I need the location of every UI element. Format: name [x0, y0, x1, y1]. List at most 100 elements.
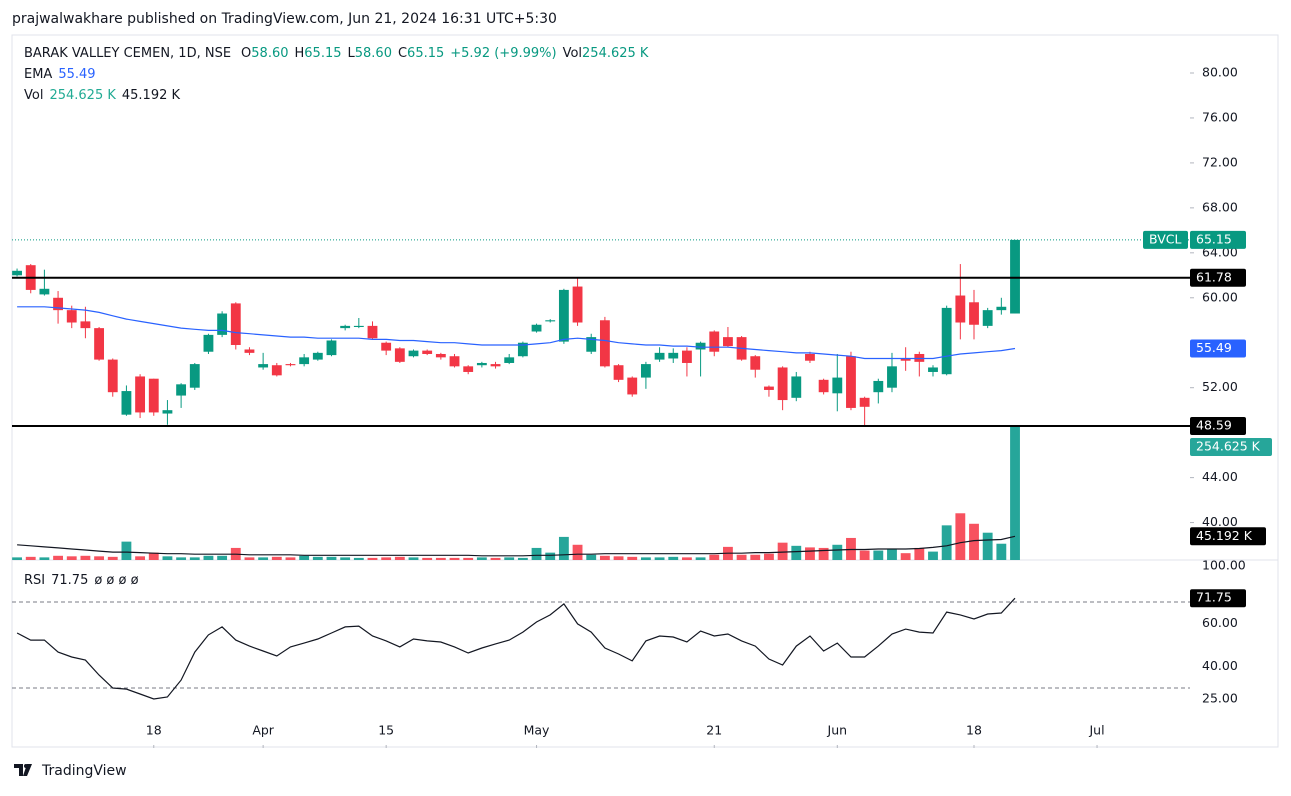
candle-body — [394, 348, 405, 362]
candle-body — [39, 288, 50, 295]
volume-bar — [53, 555, 63, 560]
volume-bar — [654, 557, 665, 560]
volume-bar — [39, 557, 50, 560]
volume-bar — [176, 557, 187, 560]
x-tick-label: Jun — [827, 723, 848, 738]
candle-body — [435, 353, 446, 358]
volume-bar — [148, 552, 159, 560]
candle-body — [299, 357, 310, 365]
volume-bar — [162, 556, 173, 560]
candle-body — [723, 337, 733, 347]
volume-bar — [599, 555, 610, 560]
candle-body — [94, 328, 105, 360]
ema-line — [17, 306, 1016, 360]
candle-body — [818, 379, 829, 393]
volume-bar — [982, 532, 993, 560]
rsi-value-label: 71.75 — [1196, 590, 1232, 605]
publish-note: prajwalwakhare published on TradingView.… — [12, 11, 557, 27]
candle-body — [176, 384, 187, 396]
vol-ma-value: 45.192 K — [122, 88, 181, 103]
rsi-line — [16, 597, 1016, 700]
candle-body — [681, 350, 692, 363]
symbol-label: BVCL — [1149, 231, 1181, 246]
volume-bar — [955, 513, 966, 560]
volume-ma-value-label: 45.192 K — [1196, 528, 1253, 543]
y-tick-label: 60.00 — [1202, 289, 1238, 304]
volume-bar — [217, 555, 228, 560]
volume-bar — [340, 557, 351, 560]
volume-bar — [94, 556, 105, 560]
candle-body — [312, 352, 323, 360]
volume-bar — [80, 555, 91, 560]
volume-bar — [326, 556, 337, 560]
volume-bar — [517, 557, 528, 560]
vol-val: 254.625 K — [582, 46, 649, 61]
last-price-box — [1190, 230, 1246, 249]
last-price-label: 65.15 — [1196, 231, 1232, 246]
y-tick-label: 80.00 — [1202, 64, 1238, 79]
candle-body — [476, 362, 487, 366]
candle-body — [900, 358, 911, 361]
volume-bar — [189, 557, 200, 560]
candle-body — [121, 391, 132, 415]
candle-body — [969, 302, 979, 325]
candle-body — [640, 364, 651, 378]
rsi-legend: RSI 71.75 ø ø ø ø — [24, 573, 139, 588]
candle-body — [805, 353, 815, 361]
rsi-tick-label: 100.00 — [1202, 558, 1246, 573]
volume-bar — [572, 544, 583, 560]
candle-body — [66, 310, 77, 323]
ohlc-key: C — [398, 46, 407, 61]
x-tick-label: 18 — [966, 723, 982, 738]
volume-bar — [435, 557, 446, 560]
ema-legend: EMA 55.49 — [24, 67, 96, 82]
candle-body — [271, 365, 282, 376]
candle-body — [572, 286, 583, 323]
candle-body — [285, 364, 296, 366]
candle-body — [162, 410, 173, 414]
candle-body — [695, 342, 706, 350]
candle-body — [846, 356, 856, 408]
candle-body — [955, 295, 966, 323]
ema-name: EMA — [24, 67, 52, 82]
candle-body — [654, 352, 665, 360]
ema-value: 55.49 — [58, 67, 95, 82]
candle-body — [545, 320, 556, 322]
y-tick-label: 40.00 — [1202, 514, 1238, 529]
candle-body — [832, 377, 843, 394]
volume-bar — [941, 525, 952, 560]
ema-value-box — [1190, 339, 1246, 358]
volume-bar — [531, 547, 542, 560]
volume-bar — [1010, 426, 1020, 560]
candle-body — [135, 376, 146, 413]
volume-bar — [859, 550, 870, 560]
candle-body — [490, 364, 501, 367]
candle-body — [408, 350, 419, 357]
x-tick-label: 18 — [146, 723, 162, 738]
volume-bar — [107, 556, 118, 560]
volume-bar — [394, 556, 405, 560]
volume-bar — [695, 557, 706, 560]
candle-body — [873, 380, 884, 393]
volume-bar — [121, 541, 132, 560]
rsi-tick-label: 40.00 — [1202, 658, 1238, 673]
ohlc-key: H — [295, 46, 305, 61]
volume-bar — [545, 552, 556, 560]
candle-body — [996, 306, 1007, 311]
volume-bar — [504, 557, 515, 560]
candle-body — [777, 367, 788, 401]
volume-bar — [490, 557, 501, 560]
volume-bar — [463, 557, 474, 560]
volume-value-box — [1190, 438, 1272, 457]
volume-bar — [668, 556, 679, 560]
candle-body — [326, 340, 337, 356]
volume-bar — [750, 554, 761, 560]
volume-bar — [969, 523, 979, 560]
candle-body — [668, 352, 679, 359]
x-tick-label: Apr — [252, 723, 274, 738]
candle-body — [941, 307, 952, 375]
candle-body — [340, 325, 351, 329]
volume-bar — [299, 555, 310, 560]
volume-bar — [640, 557, 651, 560]
candle-body — [599, 320, 610, 367]
